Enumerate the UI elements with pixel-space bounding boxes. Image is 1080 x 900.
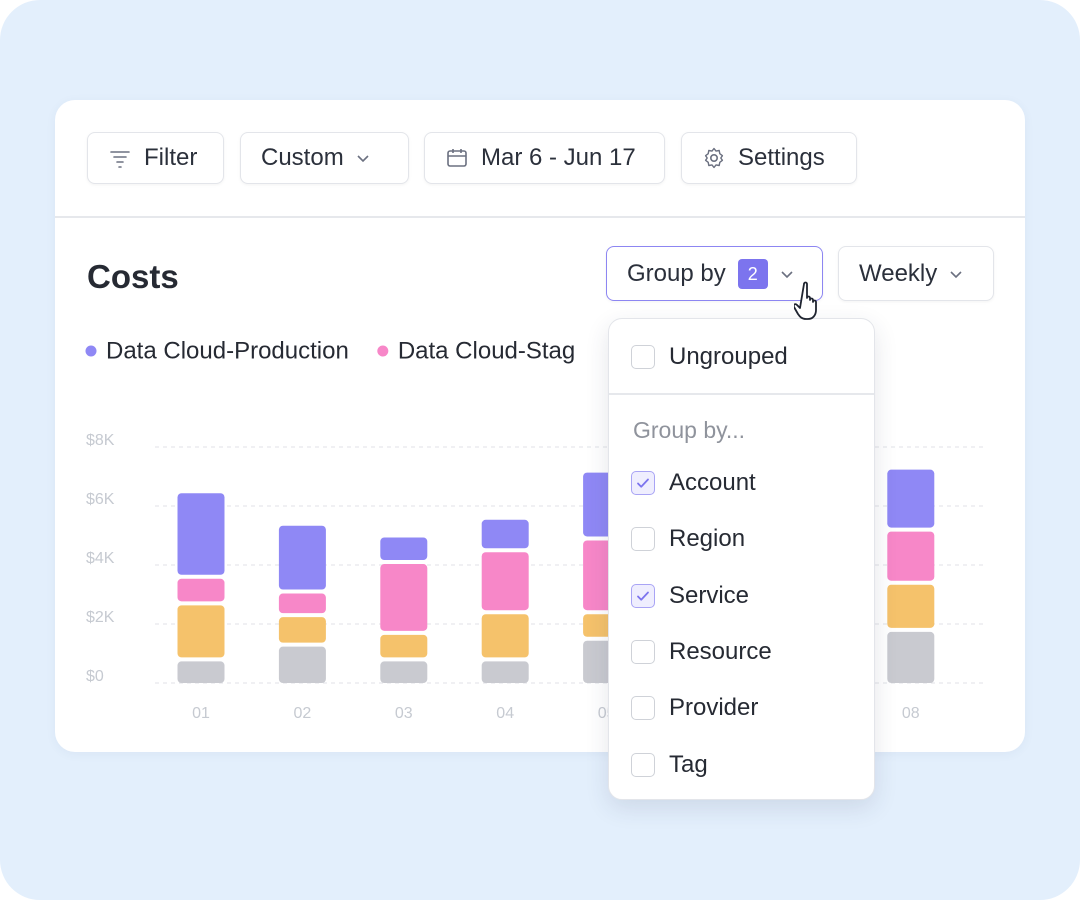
bar-segment <box>380 564 428 631</box>
group-option[interactable]: Provider <box>631 694 758 722</box>
group-option[interactable]: Service <box>631 582 749 610</box>
bar-segment <box>481 614 529 658</box>
bar-segment <box>278 525 326 590</box>
settings-label: Settings <box>738 144 825 171</box>
bar-segment <box>887 584 935 628</box>
x-tick-label: 03 <box>395 705 413 722</box>
checkbox[interactable] <box>631 696 655 721</box>
x-tick-label: 04 <box>496 705 514 722</box>
bar-segment <box>177 605 225 658</box>
menu-section-label: Group by... <box>633 417 746 443</box>
group-option[interactable]: Resource <box>631 638 772 666</box>
x-tick-label: 02 <box>294 705 312 722</box>
chevron-icon <box>357 155 369 163</box>
x-tick-label: 08 <box>902 705 920 722</box>
toolbar-divider <box>55 216 1025 218</box>
section-heading: Costs <box>87 258 179 295</box>
y-tick-label: $2K <box>86 609 115 626</box>
y-tick-label: $0 <box>86 668 104 685</box>
range-button[interactable]: Custom <box>240 132 409 184</box>
calendar-icon <box>447 149 467 167</box>
range-label: Custom <box>261 144 344 171</box>
checkbox[interactable] <box>631 583 655 608</box>
bar-segment <box>278 646 326 683</box>
checkbox[interactable] <box>631 639 655 664</box>
bar-segment <box>278 593 326 614</box>
date-label: Mar 6 - Jun 17 <box>481 144 636 171</box>
filter-label: Filter <box>144 144 198 171</box>
bar-segment <box>887 531 935 581</box>
bar-segment <box>380 661 428 683</box>
check-icon <box>637 591 649 601</box>
bar-segment <box>481 519 529 549</box>
group-by-button[interactable]: Group by 2 <box>606 246 823 301</box>
bar-segment <box>481 552 529 611</box>
check-icon <box>637 478 649 488</box>
bar-segment <box>481 661 529 683</box>
legend-label: Data Cloud-Stag <box>398 337 575 364</box>
group-option[interactable]: Region <box>631 525 745 553</box>
bar-segment <box>177 661 225 683</box>
ungrouped-option[interactable]: Ungrouped <box>631 343 788 371</box>
x-tick-label: 01 <box>192 705 210 722</box>
option-label: Ungrouped <box>669 343 788 370</box>
hand-cursor <box>794 281 817 320</box>
option-label: Region <box>669 525 746 553</box>
group-by-menu: Ungrouped Group by... Account Region Servi… <box>608 318 875 800</box>
bar-segment <box>887 631 935 683</box>
option-label: Service <box>669 581 750 609</box>
menu-divider <box>609 393 874 395</box>
checkbox[interactable] <box>631 752 655 777</box>
checkbox <box>631 345 655 369</box>
bar-segment <box>380 537 428 561</box>
chevron-icon <box>950 270 962 278</box>
group-option[interactable]: Account <box>631 469 756 497</box>
group-option[interactable]: Tag <box>631 751 708 779</box>
option-label: Account <box>669 469 756 496</box>
option-label: Tag <box>669 750 708 778</box>
legend-marker <box>85 345 97 357</box>
chevron-icon <box>781 270 793 278</box>
bar-segment <box>177 578 225 602</box>
gear-icon <box>704 147 724 169</box>
option-label: Provider <box>669 694 759 722</box>
interval-button[interactable]: Weekly <box>838 246 994 301</box>
y-tick-label: $6K <box>86 491 115 508</box>
y-tick-label: $4K <box>86 550 115 567</box>
checkbox[interactable] <box>631 471 655 495</box>
filter-icon <box>110 151 130 168</box>
group-count-badge: 2 <box>737 258 768 289</box>
filter-button[interactable]: Filter <box>87 132 224 184</box>
bar-segment <box>887 469 935 528</box>
interval-label: Weekly <box>859 259 938 287</box>
legend-marker <box>377 345 389 357</box>
y-tick-label: $8K <box>86 432 115 449</box>
bar-segment <box>380 634 428 658</box>
bar-segment <box>177 493 225 575</box>
settings-button[interactable]: Settings <box>681 132 857 184</box>
checkbox[interactable] <box>631 527 655 552</box>
bar-segment <box>278 617 326 643</box>
group-by-label: Group by <box>627 259 726 287</box>
legend-label: Data Cloud-Production <box>106 337 349 364</box>
option-label: Resource <box>669 637 772 665</box>
date-button[interactable]: Mar 6 - Jun 17 <box>424 132 665 184</box>
